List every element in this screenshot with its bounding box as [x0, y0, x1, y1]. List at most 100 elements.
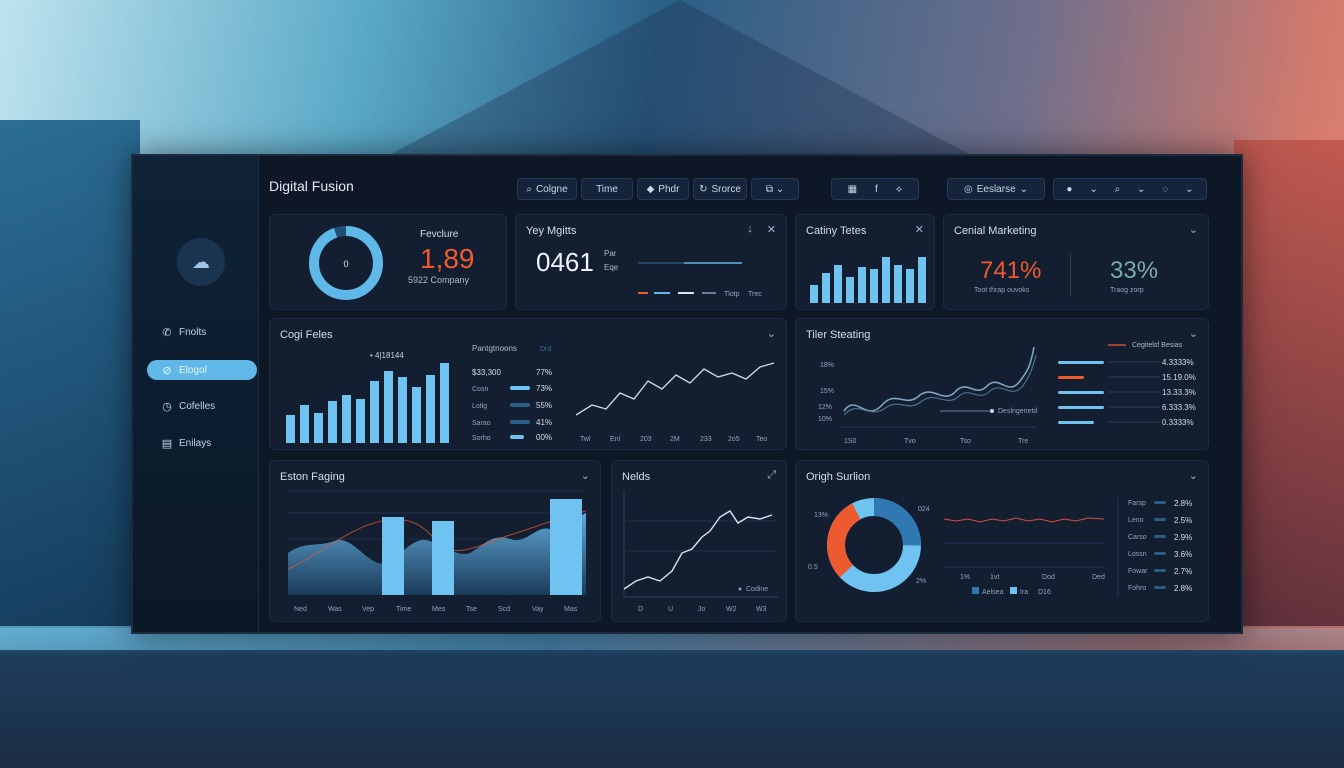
background-right-panel: [1234, 140, 1344, 640]
x-label-2: Enl: [610, 436, 621, 443]
chevron-down-icon[interactable]: ⌄: [1188, 328, 1198, 340]
toolbar-dropdown-eeslarse[interactable]: ◎ Eeslarse ⌄: [947, 178, 1045, 200]
marker-label: Deslngenetd: [998, 408, 1037, 415]
x-label-6: Tse: [466, 606, 477, 613]
cogi-feles-title: Cogi Feles: [280, 329, 333, 341]
key-side-label-1: Par: [604, 249, 617, 258]
download-icon[interactable]: ↓: [747, 223, 753, 235]
info-icon[interactable]: ●: [1066, 183, 1073, 195]
x-label-5: W3: [756, 606, 767, 613]
x-label-3: Dod: [1042, 574, 1055, 581]
sidebar-item-enilays[interactable]: ▤ Enilays: [161, 437, 212, 450]
tiler-steating-chart: 18% 15% 12% 10% Deslngenetd 1S0 Tvo Tso …: [818, 342, 1196, 445]
chevron-down-icon[interactable]: ⌄: [1185, 183, 1194, 195]
x-label-4: Ded: [1092, 574, 1105, 581]
legend-bar-1: [1058, 361, 1104, 364]
toolbar-button-colgne[interactable]: ⌕ Colgne: [517, 178, 577, 200]
row-label-3: Lotlg: [472, 403, 487, 410]
origh-surlion-chart: 13% 0.5 024 2% 1% 1vt Dod Ded Aelsea Ira…: [808, 497, 1192, 597]
bar-6: [870, 269, 878, 303]
trend-line: [623, 510, 773, 590]
search-icon: ⌕: [526, 183, 532, 195]
chevron-down-icon[interactable]: ⌄: [1188, 224, 1198, 236]
row-label-2: Cosn: [472, 386, 488, 393]
x-label-1: 1S0: [844, 438, 857, 445]
trend-line: [943, 517, 1105, 523]
bar-9: [398, 377, 407, 443]
row-value-5: 2.7%: [1174, 567, 1192, 576]
toolbar-button-filter[interactable]: ⧉ ⌄: [751, 178, 799, 200]
x-label-3: Vep: [362, 606, 374, 613]
eston-faging-title: Eston Faging: [280, 471, 345, 483]
bar-3: [314, 413, 323, 443]
row-bar-4: [510, 420, 530, 424]
legend-swatch-2: [1010, 587, 1017, 594]
sidebar-item-elogol[interactable]: ⊘ Elogol: [147, 360, 257, 380]
row-value-4: 3.6%: [1174, 550, 1192, 559]
close-icon[interactable]: ✕: [914, 224, 924, 236]
sidebar: ☁ ✆ Fnolts ⊘ Elogol ◷ Cofelles ▤ Enilays: [133, 156, 259, 632]
legend-bar-3: [1058, 391, 1104, 394]
bar-3: [834, 265, 842, 303]
chat-icon[interactable]: ◌: [1162, 183, 1169, 195]
search-icon[interactable]: ⌕: [1114, 183, 1121, 195]
avatar[interactable]: ☁: [177, 238, 225, 286]
close-icon[interactable]: ✕: [766, 224, 776, 236]
row-label-1: $33,300: [472, 368, 501, 377]
x-label-2: Was: [328, 606, 342, 613]
catiny-bar-chart: [810, 257, 926, 303]
x-label-2: Tvo: [904, 438, 916, 445]
x-label-2: U: [668, 606, 673, 613]
globe-icon: ◎: [963, 183, 973, 195]
row-label-6: Fohro: [1128, 585, 1146, 592]
clock-icon: ◷: [162, 400, 172, 413]
x-label-3: 203: [640, 436, 652, 443]
chevron-down-icon[interactable]: ⌄: [1089, 183, 1098, 195]
x-label-1: D: [638, 606, 643, 613]
legend-bar-5: [1058, 421, 1094, 424]
cenial-marketing-title: Cenial Marketing: [954, 225, 1037, 237]
y-label-4: 10%: [818, 416, 832, 423]
donut-blue-segment: [827, 498, 921, 592]
ring-fill: [309, 226, 383, 300]
cenial-sub-1: Toot thrap ouvoks: [974, 287, 1030, 294]
chevron-down-icon[interactable]: ⌄: [580, 470, 590, 482]
expand-icon[interactable]: ⤢: [767, 469, 776, 481]
bar-1: [286, 415, 295, 443]
facebook-icon[interactable]: f: [875, 183, 878, 195]
y-label-3: 12%: [818, 404, 832, 411]
chevron-down-icon[interactable]: ⌄: [766, 328, 776, 340]
toolbar-button-time[interactable]: Time: [581, 178, 633, 200]
key-side-label-2: Eqe: [604, 263, 619, 272]
bar-12: [440, 363, 449, 443]
y-label-1: 18%: [820, 362, 834, 369]
row-bar-2: [510, 386, 530, 390]
row-bar-6: [1154, 586, 1166, 589]
row-value-5: 00%: [536, 433, 552, 442]
bar-4: [846, 277, 854, 303]
row-label-5: Fowar: [1128, 568, 1148, 575]
x-label-3: Jo: [698, 606, 706, 613]
grid-icon[interactable]: ▦: [847, 183, 858, 195]
nelds-title: Nelds: [622, 471, 651, 483]
toolbar-button-srorce[interactable]: ↻ Srorce: [693, 178, 747, 200]
sidebar-item-cofelles[interactable]: ◷ Cofelles: [162, 400, 216, 413]
legend-label: Codine: [746, 586, 768, 593]
sidebar-item-fnolts[interactable]: ✆ Fnolts: [162, 326, 207, 339]
eston-faging-chart: Ned Was Vep Time Mes Tse Scd Vay Mas: [286, 490, 587, 613]
row-label-1: Farsp: [1128, 500, 1146, 507]
key-metrics-title: Yey Mgitts: [526, 225, 577, 237]
cogi-feles-card: Cogi Feles ⌄ • 4|18144 Pantgtnoons Drd $…: [269, 318, 787, 450]
tag-icon: ⊘: [162, 364, 172, 377]
share-icon[interactable]: ⟡: [895, 183, 903, 195]
chevron-down-icon[interactable]: ⌄: [1137, 183, 1146, 195]
x-label-3: Tso: [960, 438, 971, 445]
toolbar-button-phdr[interactable]: ◆ Phdr: [637, 178, 689, 200]
cenial-value-1: 741%: [980, 257, 1042, 284]
floor: [0, 628, 1344, 768]
bar-8: [384, 371, 393, 443]
row-bar-3: [1154, 535, 1166, 538]
dashboard-screen: ☁ ✆ Fnolts ⊘ Elogol ◷ Cofelles ▤ Enilays…: [131, 154, 1243, 634]
legend-value-5: 0.3333%: [1162, 418, 1194, 427]
chevron-down-icon[interactable]: ⌄: [1188, 470, 1198, 482]
